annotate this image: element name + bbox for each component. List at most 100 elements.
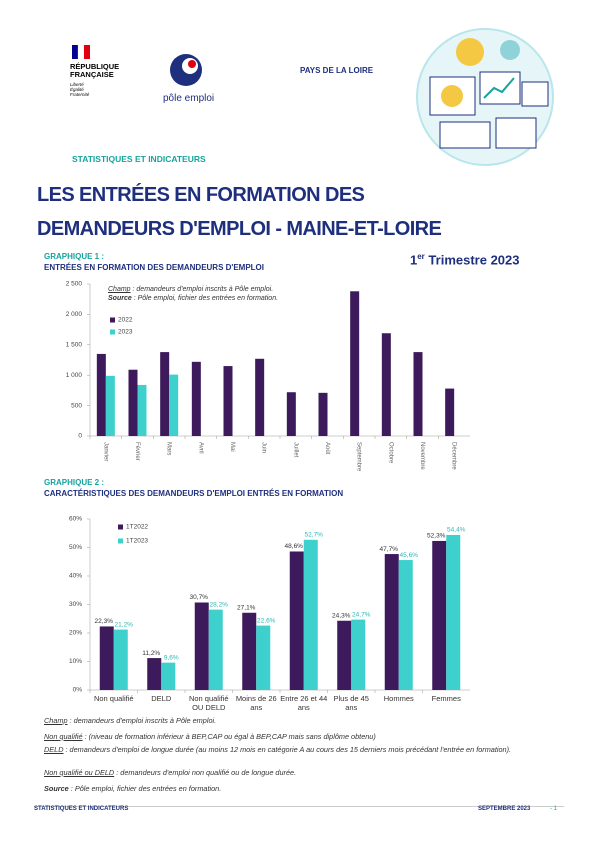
y-tick-label: 60% [69, 516, 82, 523]
x-tick-label: Janvier [102, 442, 108, 461]
footnote-text: : demandeurs d'emploi non qualifié ou de… [114, 768, 297, 777]
y-tick-label: 1 500 [66, 342, 83, 349]
x-tick-label: DELD [151, 694, 172, 703]
x-tick-label: Mai [229, 442, 235, 452]
y-tick-label: 2 000 [66, 311, 83, 318]
chart2-heading: GRAPHIQUE 2 : CARACTÉRISTIQUES DES DEMAN… [44, 478, 343, 498]
bar [413, 352, 423, 436]
rf-line: FRANÇAISE [70, 70, 114, 79]
rf-logo [72, 45, 90, 60]
bar [432, 540, 447, 690]
note-text: : Pôle emploi, fichier des entrées en fo… [131, 295, 279, 302]
bar [398, 560, 413, 690]
value-label: 48,6% [285, 543, 304, 550]
bar [113, 629, 128, 690]
y-tick-label: 40% [69, 573, 82, 580]
footnote: DELD : demandeurs d'emploi de longue dur… [44, 745, 514, 754]
x-tick-label: Octobre [387, 442, 393, 464]
footer-left: STATISTIQUES ET INDICATEURS [34, 806, 129, 812]
y-tick-label: 50% [69, 544, 82, 551]
legend-swatch [118, 524, 123, 530]
bar [105, 375, 115, 436]
x-tick-label: Juin [261, 442, 267, 453]
footnote-term: Champ [44, 716, 68, 725]
value-label: 24,7% [352, 611, 371, 618]
footnote: Non qualifié : (niveau de formation infé… [44, 732, 514, 741]
bar [147, 658, 162, 690]
illustration [416, 28, 554, 166]
chart-label: GRAPHIQUE 1 : [44, 252, 105, 261]
value-label: 27,1% [237, 604, 256, 611]
legend-label: 2022 [118, 317, 133, 324]
bar [128, 369, 138, 436]
y-tick-label: 30% [69, 601, 82, 608]
note-text: : demandeurs d'emploi inscrits à Pôle em… [130, 286, 274, 293]
footer-page: - 1 [550, 806, 558, 812]
value-label: 22,3% [95, 618, 114, 625]
value-label: 9,6% [164, 654, 179, 661]
rf-name: RÉPUBLIQUE FRANÇAISE [70, 63, 119, 79]
footnote: Source : Pôle emploi, fichier des entrée… [44, 784, 514, 793]
value-label: 24,3% [332, 612, 351, 619]
note-term: Champ [108, 286, 131, 293]
motto-line: Égalité [70, 87, 84, 92]
bar [289, 551, 304, 690]
value-label: 47,7% [380, 546, 399, 553]
y-tick-label: 500 [71, 402, 82, 409]
bar [446, 534, 461, 690]
bar [351, 619, 366, 690]
x-tick-label: Femmes [431, 694, 461, 703]
value-label: 28,2% [210, 601, 229, 608]
bar [381, 333, 391, 436]
bar [384, 554, 399, 690]
motto-line: Liberté [70, 82, 84, 87]
bar [137, 384, 147, 436]
y-tick-label: 1 000 [66, 372, 83, 379]
footnote-term: Source [44, 784, 69, 793]
period-text: Trimestre 2023 [428, 252, 520, 268]
note-line: Champ : demandeurs d'emploi inscrits à P… [108, 285, 278, 294]
period-ordinal: 1 [410, 252, 418, 268]
y-tick-label: 20% [69, 630, 82, 637]
x-tick-label: Décembre [451, 442, 457, 470]
rf-line: RÉPUBLIQUE [70, 62, 120, 71]
x-tick-label: Hommes [383, 694, 414, 703]
y-tick-label: 2 500 [66, 281, 83, 288]
y-tick-label: 0 [78, 433, 82, 440]
footnote-text: : (niveau de formation inférieur à BEP,C… [82, 732, 376, 741]
value-label: 52,7% [305, 532, 324, 539]
note-line: Source : Pôle emploi, fichier des entrée… [108, 294, 278, 303]
x-tick-label: Août [324, 442, 330, 455]
note-term: Source [108, 295, 132, 302]
title-line: DEMANDEURS D'EMPLOI - MAINE-ET-LOIRE [37, 218, 442, 240]
x-tick-label: Moins de 26 ans [235, 694, 277, 712]
chart-label: GRAPHIQUE 2 : [44, 478, 105, 487]
value-label: 22,6% [257, 617, 276, 624]
footnote-term: DELD [44, 745, 64, 754]
x-tick-label: Non qualifié [93, 694, 134, 703]
y-tick-label: 0% [73, 687, 83, 694]
rf-motto: Liberté Égalité Fraternité [70, 82, 89, 97]
value-label: 11,2% [142, 650, 160, 657]
bar [169, 374, 179, 436]
bar [160, 352, 170, 436]
period-suffix: er [417, 252, 425, 261]
pe-logo [170, 54, 202, 86]
title-line: LES ENTRÉES EN FORMATION DES [37, 184, 365, 206]
x-tick-label: Plus de 45 ans [333, 694, 369, 712]
chart1-heading: GRAPHIQUE 1 : ENTRÉES EN FORMATION DES D… [44, 252, 264, 272]
bar [96, 353, 106, 436]
x-tick-label: Non qualifié OU DELD [188, 694, 229, 712]
bar [255, 358, 265, 436]
doc-title: LES ENTRÉES EN FORMATION DES DEMANDEURS … [37, 178, 442, 246]
chart-title: ENTRÉES EN FORMATION DES DEMANDEURS D'EM… [44, 263, 264, 272]
x-tick-label: Avril [197, 442, 203, 454]
x-tick-label: Mars [166, 442, 172, 455]
x-tick-label: Entre 26 et 44 ans [280, 694, 328, 712]
region: PAYS DE LA LOIRE [300, 66, 374, 75]
value-label: 45,6% [400, 552, 419, 559]
value-label: 21,2% [115, 621, 134, 628]
bar [445, 388, 455, 436]
